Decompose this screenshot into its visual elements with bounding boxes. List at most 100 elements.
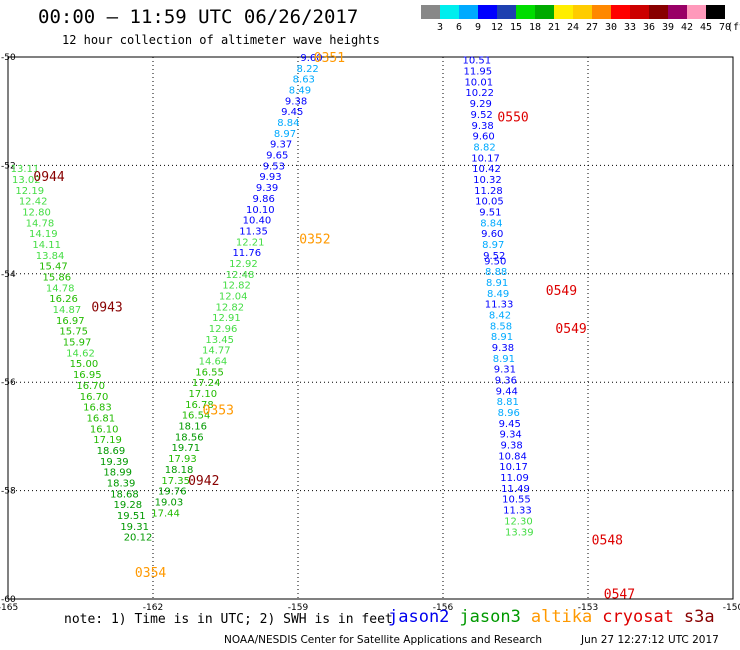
y-tick-label: -56 [1, 378, 16, 388]
data-point-label: 17.35 [161, 476, 190, 487]
data-point-label: 8.49 [289, 86, 311, 97]
data-point-label: 9.51 [479, 207, 501, 218]
y-tick-label: -50 [1, 53, 16, 63]
data-point-label: 9.38 [501, 441, 523, 452]
chart-title: 00:00 – 11:59 UTC 06/26/2017 [38, 6, 359, 28]
scale-swatch [554, 5, 573, 19]
data-point-label: 12.82 [216, 302, 245, 313]
x-tick-label: -150 [723, 603, 740, 613]
credit-line: NOAA/NESDIS Center for Satellite Applica… [224, 634, 542, 646]
data-point-label: 15.00 [70, 359, 99, 370]
data-point-label: 13.02 [12, 175, 41, 186]
scale-label: 36 [642, 22, 656, 33]
data-point-label: 9.38 [472, 121, 494, 132]
data-point-label: 14.87 [53, 305, 82, 316]
data-point-label: 11.28 [474, 186, 503, 197]
scale-label: 12 [490, 22, 504, 33]
data-point-label: 9.60 [472, 132, 494, 143]
pass-time-label: 0351 [314, 51, 345, 66]
scale-label: 27 [585, 22, 599, 33]
data-point-label: 19.03 [155, 497, 184, 508]
legend-entry: altika [530, 607, 593, 627]
data-point-label: 14.19 [29, 229, 58, 240]
data-point-label: 9.52 [483, 251, 505, 262]
data-point-label: 8.91 [493, 354, 515, 365]
scale-swatch [706, 5, 725, 19]
data-point-label: 15.47 [39, 262, 68, 273]
data-point-label: 10.01 [464, 77, 493, 88]
scale-label: 3 [436, 22, 444, 33]
data-point-label: 12.80 [22, 207, 51, 218]
data-point-label: 8.49 [487, 289, 509, 300]
pass-time-label: 0550 [497, 111, 528, 126]
data-point-label: 17.93 [168, 454, 197, 465]
legend-entry: cryosat [602, 607, 674, 627]
data-point-label: 9.52 [471, 110, 493, 121]
pass-time-label: 0352 [299, 233, 330, 248]
scale-swatch [592, 5, 611, 19]
scale-label: 9 [474, 22, 482, 33]
pass-time-label: 0353 [203, 403, 234, 418]
data-point-label: 10.05 [475, 197, 504, 208]
scale-label: 24 [566, 22, 580, 33]
data-point-label: 9.34 [500, 430, 522, 441]
data-point-label: 9.38 [285, 96, 307, 107]
data-point-label: 11.33 [503, 506, 532, 517]
data-point-label: 14.11 [32, 240, 61, 251]
data-point-label: 8.22 [297, 64, 319, 75]
scale-label: 45 [699, 22, 713, 33]
data-point-label: 10.32 [473, 175, 502, 186]
pass-time-label: 0549 [555, 322, 586, 337]
data-point-label: 9.39 [256, 183, 278, 194]
scale-label: 42 [680, 22, 694, 33]
data-point-label: 8.82 [473, 142, 495, 153]
data-point-label: 18.16 [178, 422, 207, 433]
x-tick-label: -165 [0, 603, 18, 613]
scale-swatch [668, 5, 687, 19]
data-point-label: 9.31 [494, 365, 516, 376]
scale-label: 6 [455, 22, 463, 33]
data-point-label: 9.37 [270, 140, 292, 151]
data-point-label: 18.56 [175, 432, 204, 443]
scale-label: 70 [718, 22, 732, 33]
x-tick-label: -153 [578, 603, 598, 613]
legend-entry: s3a [683, 607, 715, 627]
data-point-label: 19.39 [100, 457, 129, 468]
data-point-label: 16.83 [83, 403, 112, 414]
x-tick-label: -159 [288, 603, 309, 613]
scale-swatch [497, 5, 516, 19]
data-point-label: 8.63 [293, 75, 315, 86]
data-point-label: 11.09 [500, 473, 529, 484]
data-point-label: 14.77 [202, 346, 231, 357]
scale-swatch [440, 5, 459, 19]
data-point-label: 8.81 [497, 397, 519, 408]
data-point-label: 19.31 [120, 522, 149, 533]
scale-swatch [649, 5, 668, 19]
data-point-label: 14.62 [66, 348, 95, 359]
scale-unit: (ft) [727, 22, 740, 33]
scale-swatch [630, 5, 649, 19]
data-point-label: 12.19 [15, 186, 44, 197]
data-point-label: 10.17 [471, 153, 500, 164]
data-point-label: 12.42 [19, 197, 48, 208]
data-point-label: 9.50 [484, 256, 506, 267]
scale-swatch [687, 5, 706, 19]
scale-label: 33 [623, 22, 637, 33]
data-point-label: 10.17 [499, 462, 528, 473]
data-point-label: 9.53 [263, 161, 285, 172]
pass-time-label: 0547 [604, 588, 635, 603]
data-point-label: 16.70 [80, 392, 109, 403]
y-tick-label: -54 [1, 270, 16, 280]
data-point-label: 9.45 [499, 419, 521, 430]
data-point-label: 11.35 [239, 226, 268, 237]
data-point-label: 17.10 [188, 389, 217, 400]
pass-time-label: 0354 [135, 566, 166, 581]
data-point-label: 18.39 [107, 478, 136, 489]
data-point-label: 15.86 [42, 273, 71, 284]
data-point-label: 19.76 [158, 487, 187, 498]
scale-swatch [535, 5, 554, 19]
data-point-label: 12.48 [226, 270, 255, 281]
data-point-label: 17.24 [192, 378, 221, 389]
data-point-label: 8.42 [489, 310, 511, 321]
